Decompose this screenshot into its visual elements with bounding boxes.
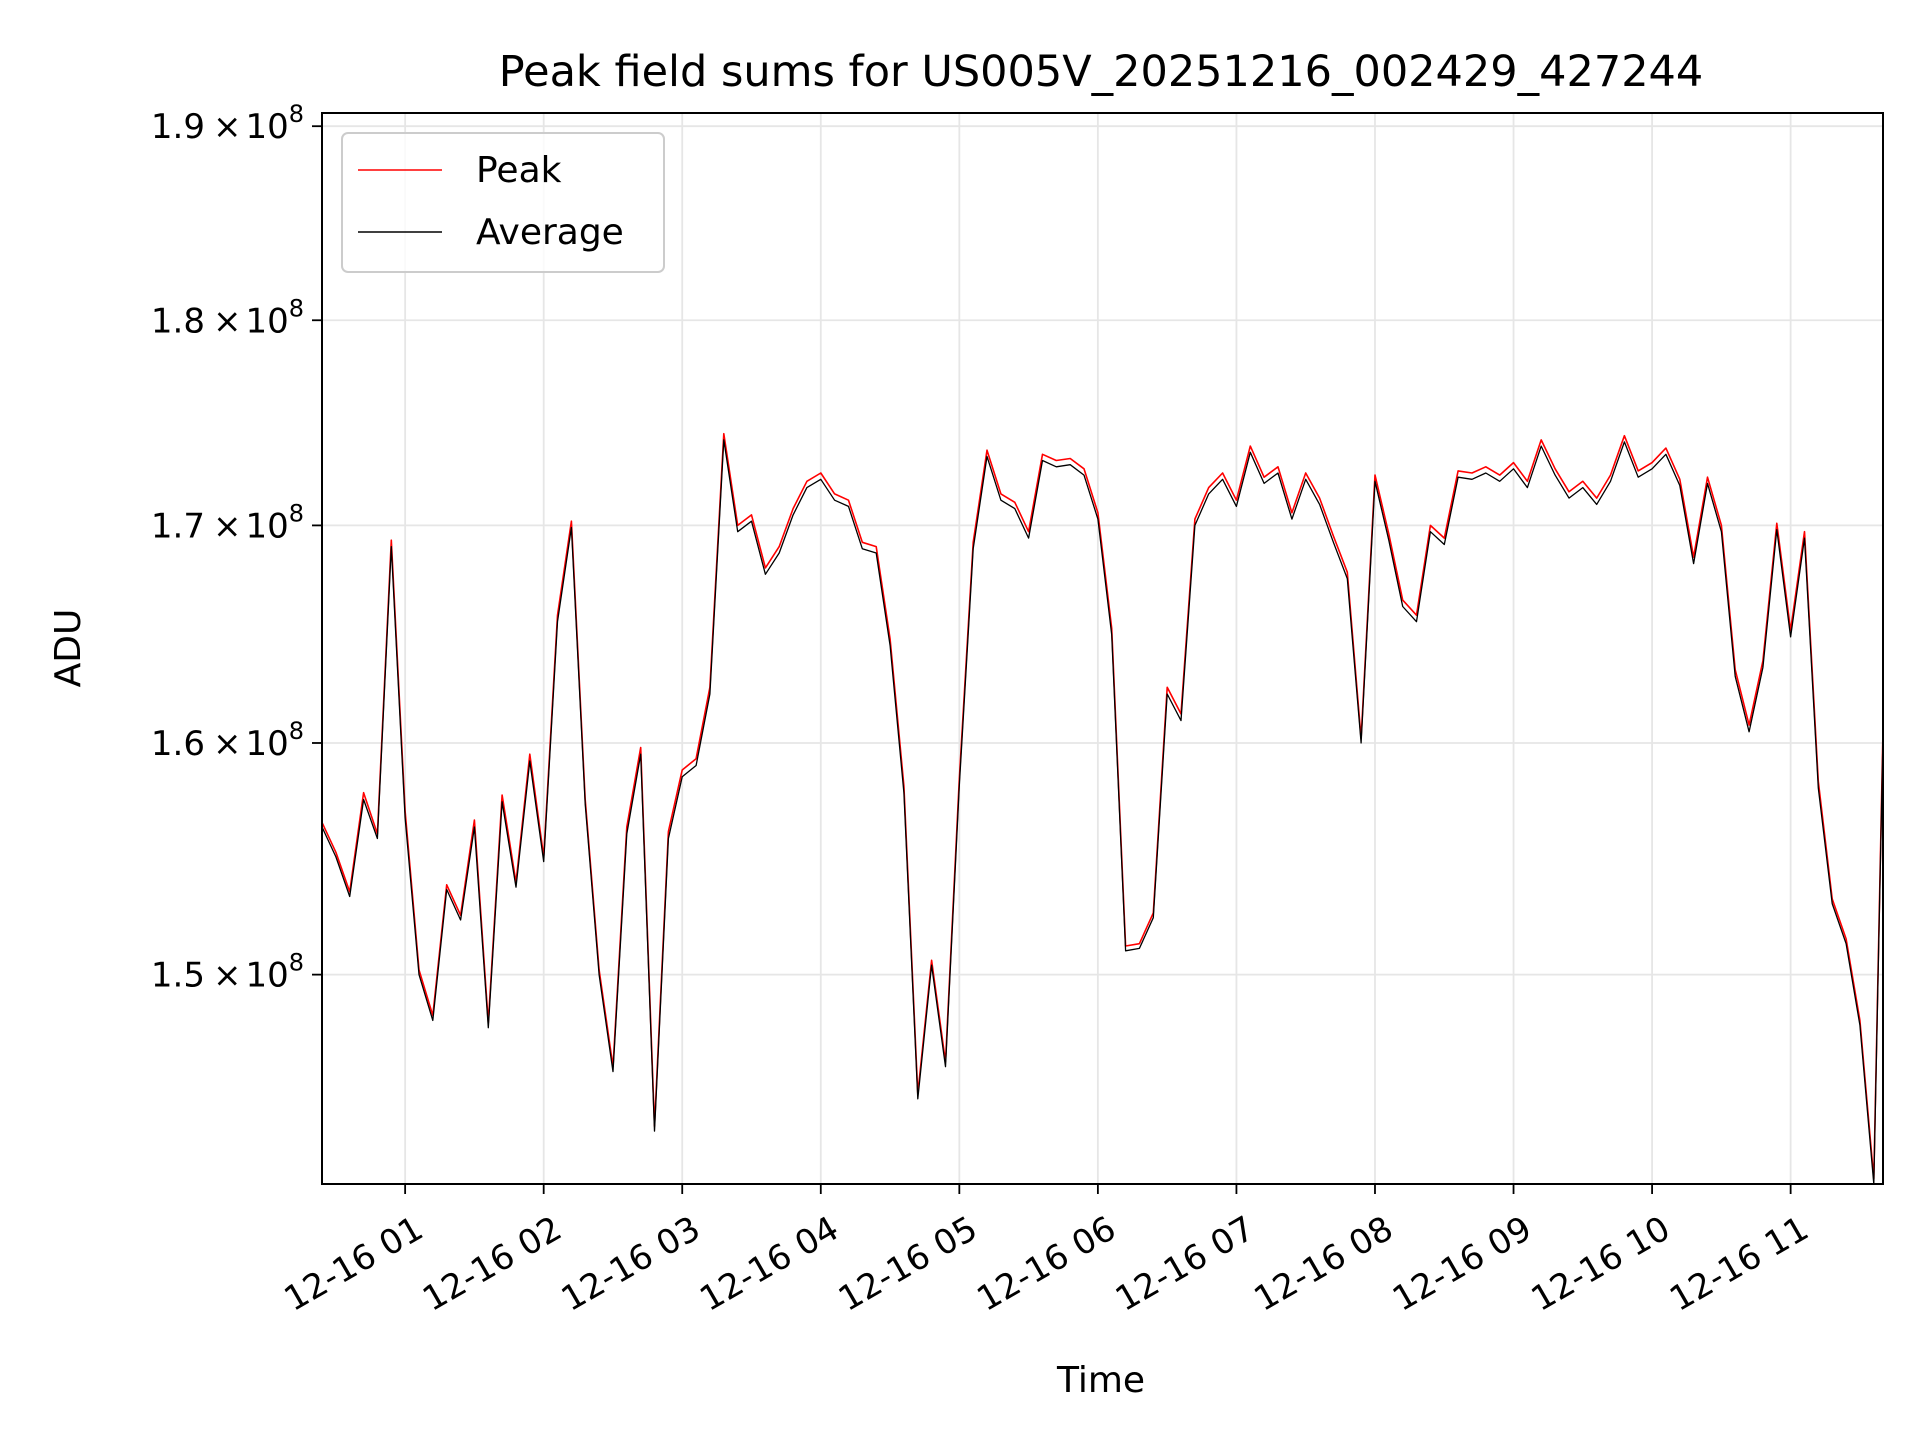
series-line-average bbox=[322, 439, 1883, 1184]
series-lines bbox=[322, 432, 1883, 1184]
y-tick-exponent: 8 bbox=[289, 100, 304, 128]
y-tick-mantissa: 1.7 bbox=[151, 506, 205, 546]
y-tick-mantissa: 1.5 bbox=[151, 956, 205, 996]
legend-label-average: Average bbox=[476, 212, 624, 253]
y-tick-label: 1.8 × 108 bbox=[151, 294, 304, 341]
grid-lines bbox=[322, 113, 1883, 1184]
chart-title: Peak field sums for US005V_20251216_0024… bbox=[499, 47, 1704, 97]
y-axis-label: ADU bbox=[48, 609, 89, 688]
y-tick-exponent: 8 bbox=[289, 717, 304, 745]
plot-frame bbox=[321, 112, 1884, 1185]
y-tick-label: 1.7 × 108 bbox=[151, 499, 304, 546]
y-tick-base: 10 bbox=[245, 956, 288, 996]
legend-label-peak: Peak bbox=[476, 150, 562, 191]
y-tick-mantissa: 1.8 bbox=[151, 301, 205, 341]
y-tick-base: 10 bbox=[245, 724, 288, 764]
y-tick-exponent: 8 bbox=[289, 499, 304, 527]
y-tick-mantissa: 1.9 bbox=[151, 107, 205, 147]
y-tick-mantissa: 1.6 bbox=[151, 724, 205, 764]
y-tick-exponent: 8 bbox=[289, 949, 304, 977]
y-tick-times: × bbox=[213, 107, 242, 147]
y-tick-times: × bbox=[213, 724, 242, 764]
legend-box bbox=[341, 132, 665, 273]
y-tick-times: × bbox=[213, 301, 242, 341]
y-tick-base: 10 bbox=[245, 506, 288, 546]
y-tick-label: 1.9 × 108 bbox=[151, 100, 304, 147]
y-tick-label: 1.6 × 108 bbox=[151, 717, 304, 764]
y-tick-base: 10 bbox=[245, 107, 288, 147]
plot-series-group bbox=[322, 432, 1883, 1184]
y-tick-base: 10 bbox=[245, 301, 288, 341]
x-axis-label: Time bbox=[1056, 1360, 1145, 1401]
legend: Peak Average bbox=[341, 132, 665, 273]
y-tick-exponent: 8 bbox=[289, 294, 304, 322]
y-tick-times: × bbox=[213, 506, 242, 546]
y-tick-label: 1.5 × 108 bbox=[151, 949, 304, 996]
y-tick-times: × bbox=[213, 956, 242, 996]
